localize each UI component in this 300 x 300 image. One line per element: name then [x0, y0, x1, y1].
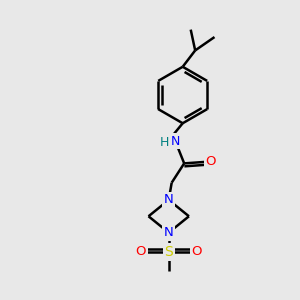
Text: O: O: [191, 245, 202, 258]
Text: N: N: [164, 226, 174, 239]
Text: H: H: [160, 136, 170, 149]
Text: S: S: [164, 245, 173, 259]
Text: O: O: [206, 155, 216, 168]
Text: O: O: [136, 245, 146, 258]
Text: N: N: [171, 135, 181, 148]
Text: N: N: [164, 194, 174, 206]
